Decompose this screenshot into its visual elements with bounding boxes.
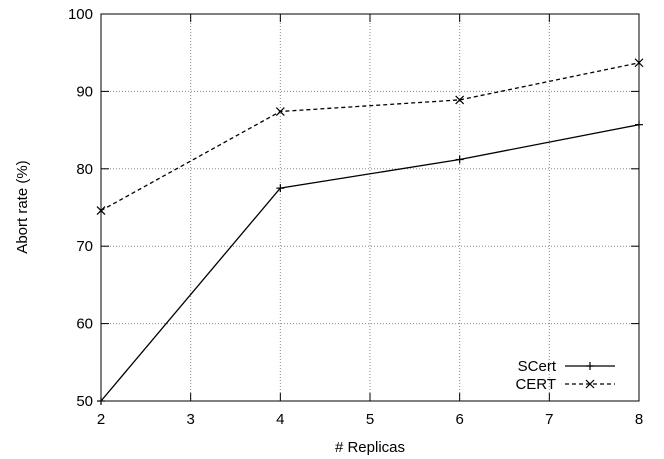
y-tick-label: 90 <box>76 83 93 100</box>
x-tick-label: 2 <box>97 411 105 428</box>
y-tick-label: 70 <box>76 238 93 255</box>
cross-marker <box>455 95 465 105</box>
legend-label: CERT <box>515 376 556 393</box>
y-tick-label: 50 <box>76 393 93 410</box>
y-axis-label: Abort rate (%) <box>14 160 31 253</box>
cross-marker <box>275 107 285 116</box>
plot-frame <box>100 13 640 402</box>
series-cert <box>96 58 644 216</box>
y-tick-label: 80 <box>76 161 93 178</box>
cross-marker <box>96 206 106 216</box>
x-tick-label: 8 <box>635 411 643 428</box>
series-scert <box>97 120 643 405</box>
series-lines <box>96 58 644 405</box>
x-tick-label: 5 <box>366 411 374 428</box>
x-tick-label: 4 <box>276 411 284 428</box>
x-tick-label: 3 <box>186 411 194 428</box>
x-tick-label: 7 <box>545 411 553 428</box>
y-axis-ticks: 50 60 70 80 90 100 <box>68 6 639 410</box>
legend-label: SCert <box>518 358 557 375</box>
x-axis-label: # Replicas <box>335 439 405 456</box>
cross-marker <box>634 58 644 68</box>
y-tick-label: 60 <box>76 316 93 333</box>
cross-marker <box>585 379 595 389</box>
x-tick-label: 6 <box>455 411 463 428</box>
series-line <box>100 124 640 402</box>
y-tick-label: 100 <box>68 6 93 23</box>
grid <box>101 14 639 401</box>
series-line <box>100 62 640 212</box>
